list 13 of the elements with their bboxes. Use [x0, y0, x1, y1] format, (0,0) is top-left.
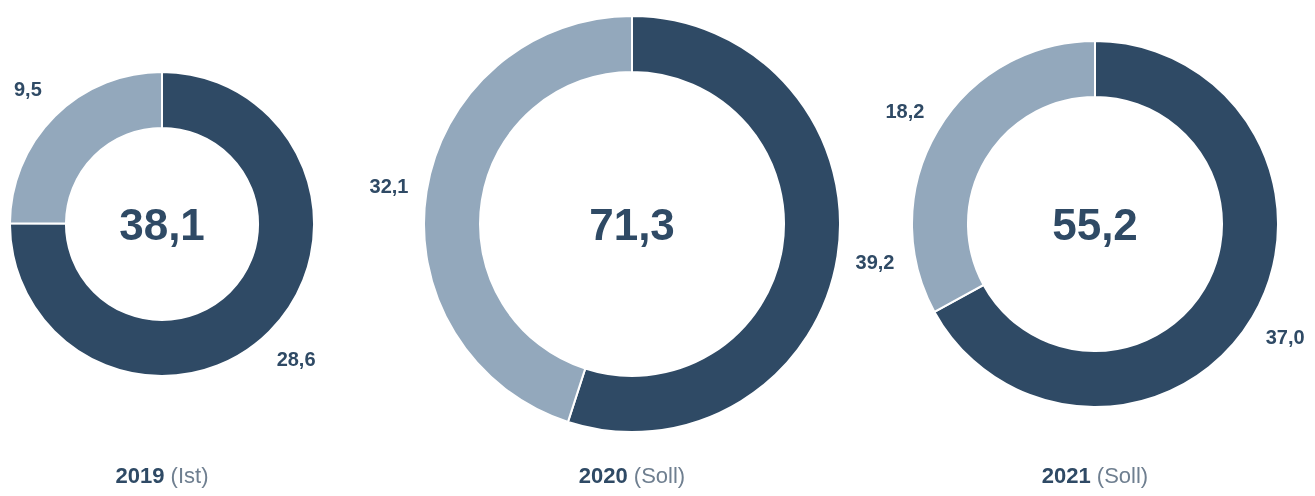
data-label: 39,2: [855, 251, 895, 274]
data-label: 32,1: [369, 174, 409, 197]
donut-slice: [8, 70, 315, 377]
data-label: 18,2: [885, 100, 925, 123]
text: 2019 (Ist): [115, 463, 209, 488]
text: 38,1: [119, 199, 205, 249]
text: 55,2: [1052, 199, 1138, 249]
data-label: 37,0: [1265, 325, 1305, 348]
text: 71,3: [589, 199, 675, 249]
text: 2021 (Soll): [1041, 463, 1149, 488]
data-label: 28,6: [276, 347, 316, 370]
text: 2020 (Soll): [578, 463, 686, 488]
data-label: 9,5: [13, 78, 42, 101]
